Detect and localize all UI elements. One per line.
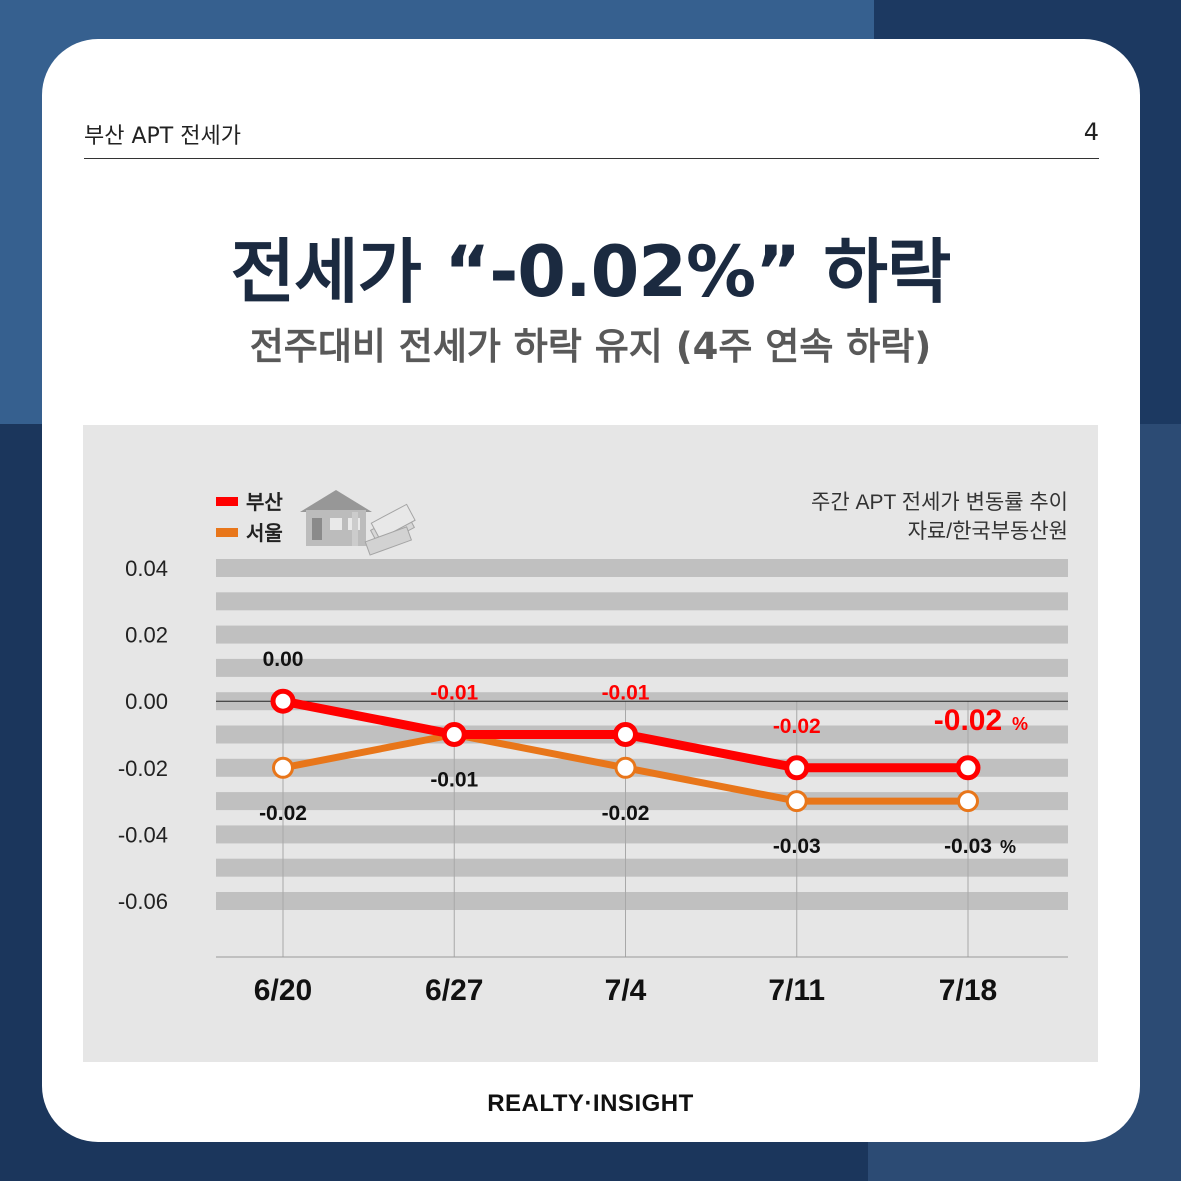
x-tick-label: 6/27 xyxy=(425,974,483,1007)
data-label-busan: -0.02 xyxy=(773,715,821,738)
y-tick-labels: 0.04 0.02 0.00 -0.02 -0.04 -0.06 xyxy=(118,556,168,914)
grid-band xyxy=(216,825,1068,844)
chart-title: 주간 APT 전세가 변동률 추이 xyxy=(811,491,1068,514)
x-tick-label: 7/11 xyxy=(768,974,825,1007)
data-label-unit-busan: % xyxy=(1012,714,1028,734)
data-label-seoul: -0.02 xyxy=(259,802,307,825)
data-label-busan: 0.00 xyxy=(263,648,304,671)
x-tick-label: 7/4 xyxy=(605,974,647,1007)
grid-band xyxy=(216,658,1068,677)
subheadline: 전주대비 전세가 하락 유지 (4주 연속 하락) xyxy=(249,325,932,368)
grid-band xyxy=(216,858,1068,877)
data-point-busan xyxy=(441,722,467,747)
headline: 전세가 “-0.02%” 하락 xyxy=(230,231,952,313)
data-point-seoul xyxy=(957,790,979,813)
data-label-seoul: -0.03 xyxy=(944,835,992,858)
data-point-busan xyxy=(270,688,296,714)
header-divider xyxy=(84,158,1099,159)
data-point-busan xyxy=(613,722,638,747)
series-points xyxy=(270,688,981,813)
legend-label-seoul: 서울 xyxy=(246,522,283,545)
y-tick-label: -0.04 xyxy=(118,822,168,847)
legend-swatch-seoul xyxy=(216,528,238,537)
data-label-seoul: -0.03 xyxy=(773,835,821,858)
data-label-busan: -0.02 xyxy=(934,704,1002,737)
grid-band xyxy=(216,559,1068,577)
grid-band xyxy=(216,792,1068,811)
data-point-seoul xyxy=(785,790,808,813)
data-point-busan xyxy=(784,755,810,781)
data-labels: 0.00 -0.01 -0.01 -0.02 -0.02 % -0.02 -0.01 -0.02… xyxy=(259,648,1028,858)
brand-logo: REALTY·INSIGHT xyxy=(487,1090,694,1117)
y-tick-label: -0.02 xyxy=(118,756,168,781)
x-tick-label: 7/18 xyxy=(939,974,997,1007)
y-tick-label: 0.02 xyxy=(125,623,168,648)
header-title: 부산 APT 전세가 xyxy=(84,124,241,149)
page-number: 4 xyxy=(1083,118,1099,146)
y-tick-label: -0.06 xyxy=(118,889,168,914)
data-label-unit-seoul: % xyxy=(1000,837,1016,857)
grid-band xyxy=(216,892,1068,910)
data-label-busan: -0.01 xyxy=(602,682,650,705)
chart-source: 자료/한국부동산원 xyxy=(908,520,1068,543)
data-point-seoul xyxy=(614,756,637,779)
grid-band xyxy=(216,625,1068,644)
data-label-seoul: -0.02 xyxy=(602,802,650,825)
grid-band xyxy=(216,592,1068,611)
house-with-money-icon xyxy=(300,490,416,556)
legend: 부산 서울 xyxy=(216,491,283,545)
y-tick-label: 0.00 xyxy=(125,689,168,714)
x-tick-labels: 6/20 6/27 7/4 7/11 7/18 xyxy=(254,974,997,1007)
y-tick-label: 0.04 xyxy=(125,556,168,581)
data-label-busan: -0.01 xyxy=(430,682,478,705)
x-tick-label: 6/20 xyxy=(254,974,312,1007)
data-point-seoul xyxy=(272,756,294,779)
data-label-seoul: -0.01 xyxy=(430,769,478,792)
legend-label-busan: 부산 xyxy=(246,491,283,514)
data-point-busan xyxy=(955,755,981,781)
legend-swatch-busan xyxy=(216,497,238,506)
